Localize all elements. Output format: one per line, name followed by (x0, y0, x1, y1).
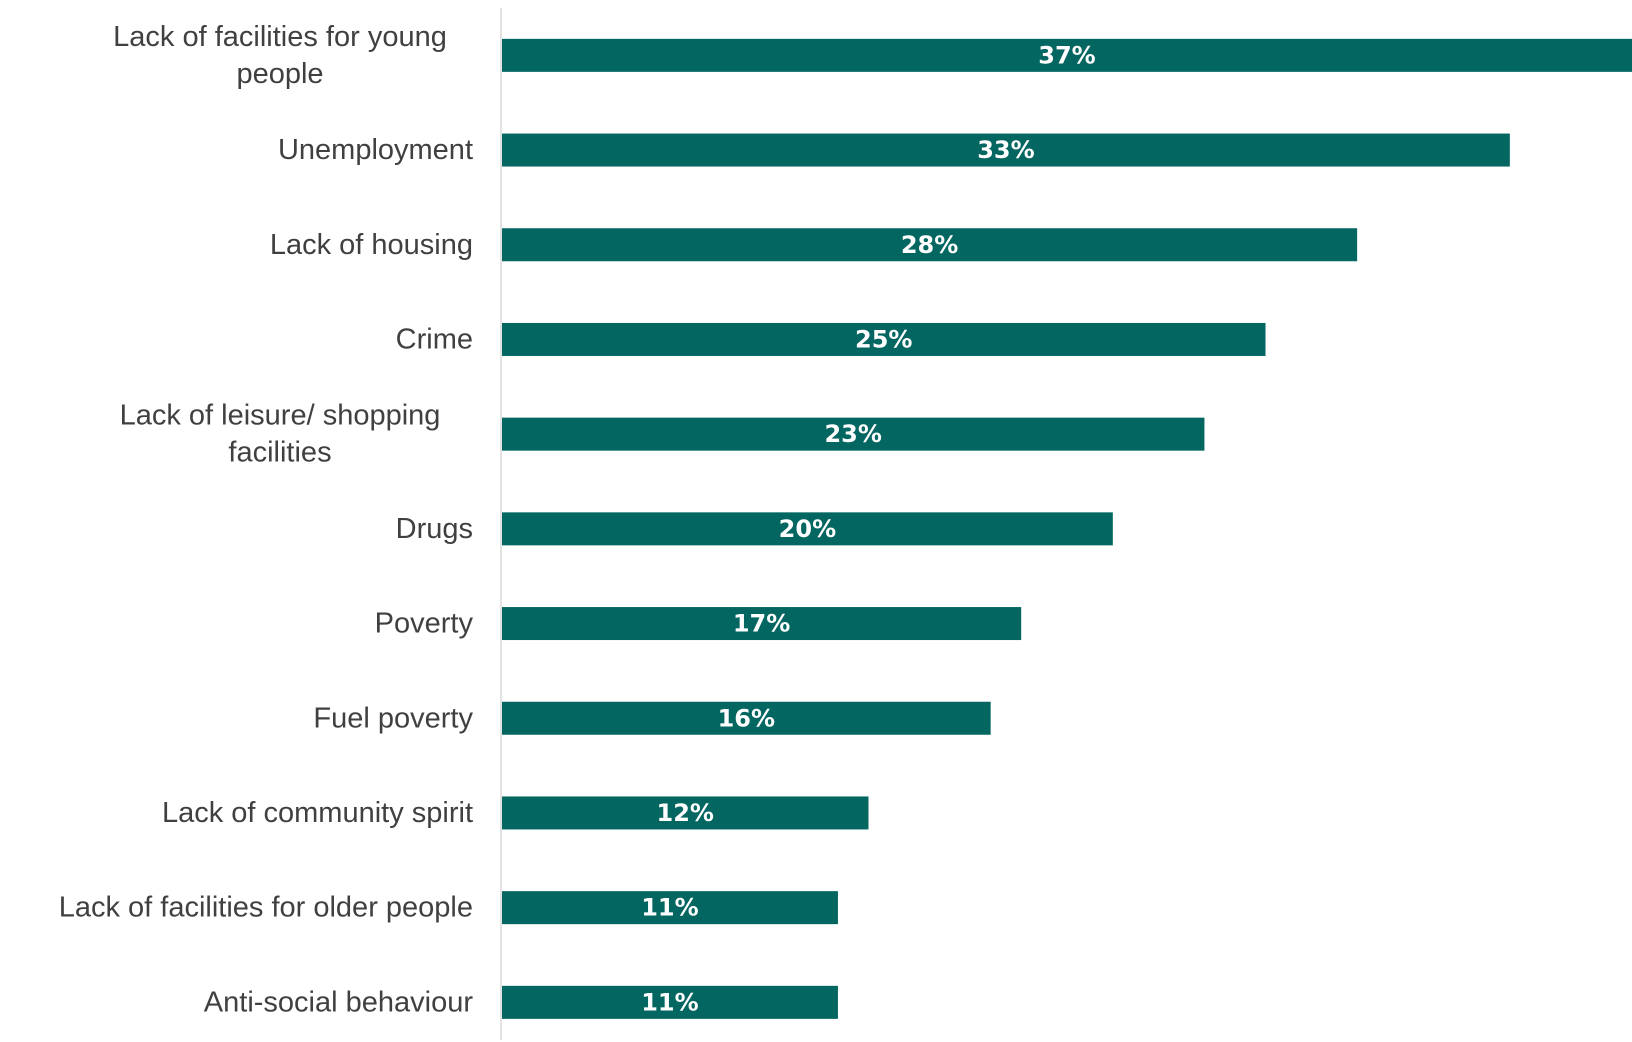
value-label-0: 37% (1038, 41, 1095, 69)
bar-7 (502, 701, 991, 735)
category-label-line: people (236, 58, 323, 90)
category-label-line: Lack of facilities for young (113, 21, 447, 53)
category-label-line: Lack of community spirit (162, 797, 473, 829)
category-label-line: Poverty (375, 608, 474, 640)
category-label-line: Drugs (396, 513, 473, 545)
bar-0 (502, 38, 1632, 72)
category-label-9: Lack of facilities for older people (59, 892, 473, 924)
value-label-6: 17% (733, 610, 790, 638)
bar-2 (502, 228, 1358, 262)
category-label-1: Unemployment (278, 134, 473, 166)
bar-10 (502, 985, 838, 1019)
value-label-7: 16% (718, 704, 775, 732)
category-label-line: Fuel poverty (313, 702, 473, 734)
category-label-6: Poverty (375, 608, 474, 640)
bar-6 (502, 607, 1022, 641)
bars-group (502, 38, 1632, 1019)
value-label-9: 11% (641, 894, 698, 922)
bar-5 (502, 512, 1113, 546)
category-label-line: Unemployment (278, 134, 473, 166)
category-label-line: Crime (396, 323, 473, 355)
bar-9 (502, 891, 838, 925)
bar-8 (502, 796, 869, 830)
category-label-8: Lack of community spirit (162, 797, 473, 829)
value-label-4: 23% (824, 420, 881, 448)
value-label-2: 28% (901, 231, 958, 259)
category-label-line: Lack of facilities for older people (59, 892, 473, 924)
category-label-line: facilities (228, 437, 331, 469)
value-labels: 37% 33% 28% 25% 23% 20% 17% 16% 12% 11% 11% (641, 41, 1095, 1016)
category-label-7: Fuel poverty (313, 702, 473, 734)
value-label-5: 20% (779, 515, 836, 543)
value-label-10: 11% (641, 988, 698, 1016)
category-label-line: Lack of leisure/ shopping (120, 400, 441, 432)
category-label-0: Lack of facilities for young people (113, 21, 447, 90)
bar-3 (502, 322, 1266, 356)
category-label-5: Drugs (396, 513, 473, 545)
value-label-1: 33% (977, 136, 1034, 164)
category-label-line: Lack of housing (270, 229, 473, 261)
value-label-3: 25% (855, 325, 912, 353)
value-label-8: 12% (657, 799, 714, 827)
category-label-line: Anti-social behaviour (204, 986, 474, 1018)
category-label-4: Lack of leisure/ shopping facilities (120, 400, 441, 469)
category-label-2: Lack of housing (270, 229, 473, 261)
bar-1 (502, 133, 1510, 167)
category-labels: Lack of facilities for young people Unempl… (59, 21, 474, 1018)
category-label-10: Anti-social behaviour (204, 986, 474, 1018)
bar-4 (502, 417, 1205, 451)
category-label-3: Crime (396, 323, 473, 355)
